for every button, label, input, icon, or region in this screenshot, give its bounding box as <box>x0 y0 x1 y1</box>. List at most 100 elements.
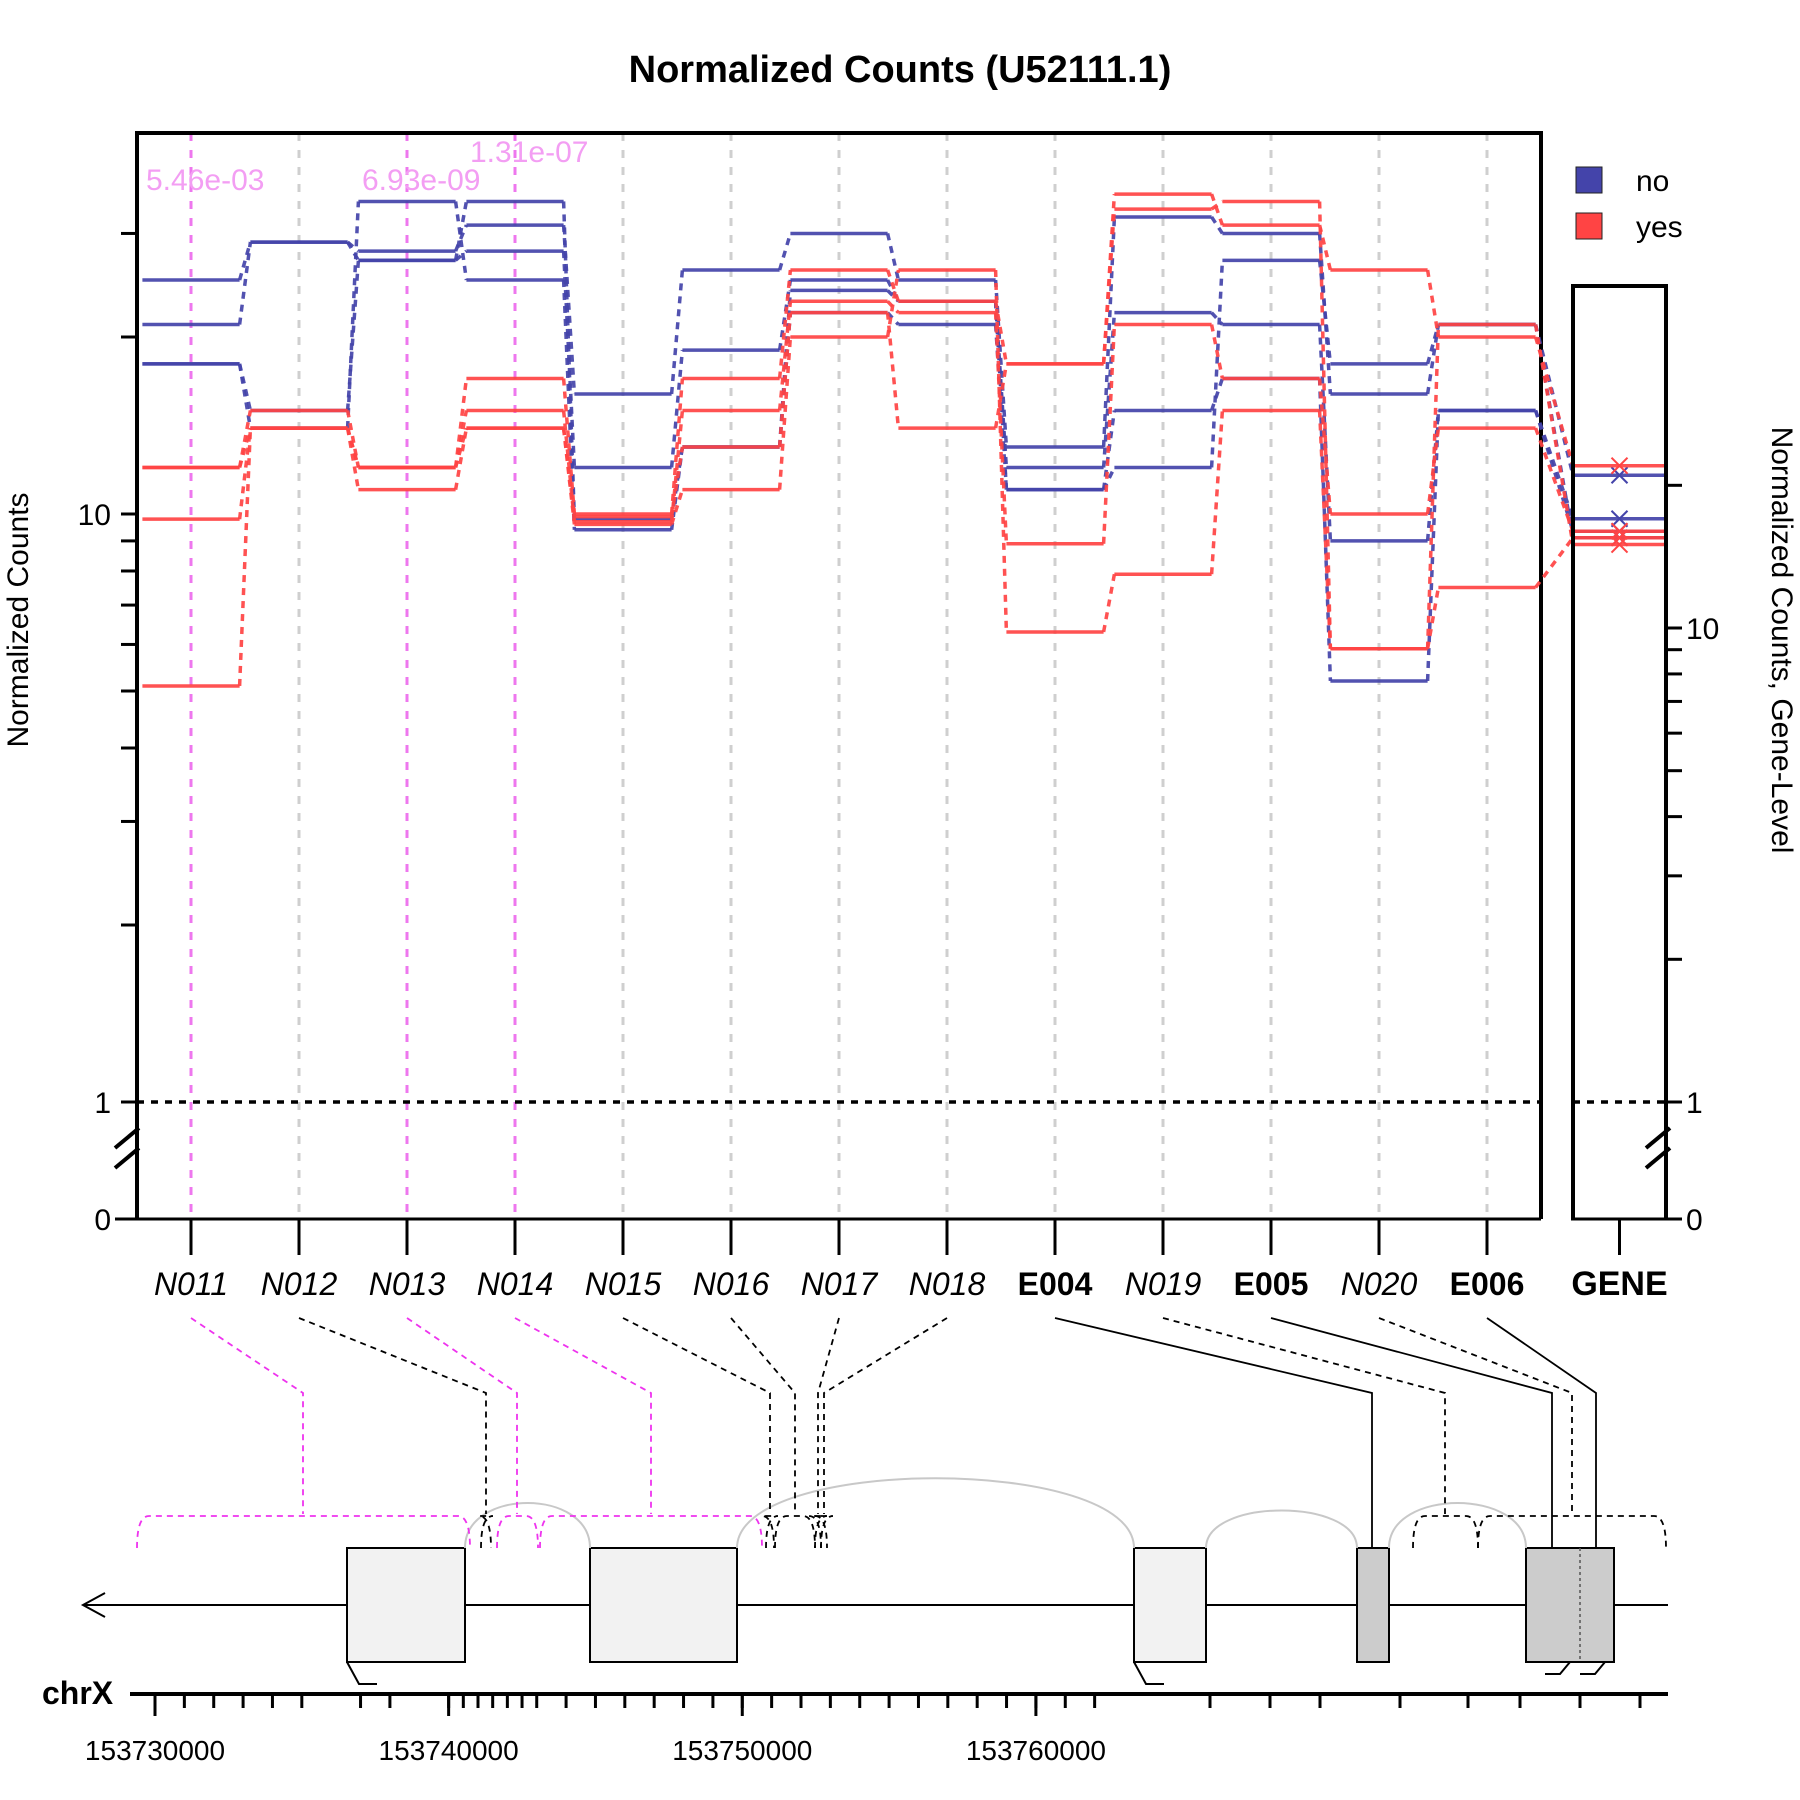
series-0-connector-0 <box>237 241 253 281</box>
x-tick-label-N012: N012 <box>261 1266 338 1302</box>
series-3-connector-9 <box>1209 260 1225 468</box>
tss-marker-3 <box>1580 1661 1606 1675</box>
series-6-connector-7 <box>993 269 1009 633</box>
series-4-connector-11 <box>1425 269 1441 338</box>
series-4-connector-0 <box>237 410 253 468</box>
y-tick-label-0: 0 <box>94 1204 111 1237</box>
series-4-connector-6 <box>885 269 901 302</box>
feature-bracket-N020 <box>1477 1515 1667 1549</box>
x-tick-label-E005: E005 <box>1234 1266 1309 1302</box>
series-7-connector-9 <box>1210 200 1224 211</box>
feature-bracket-N013 <box>496 1515 539 1549</box>
series-5-connector-8 <box>1101 324 1117 544</box>
gene-level-marker-4 <box>1610 456 1629 475</box>
gene-y-tick-label-1: 1 <box>1686 1087 1703 1120</box>
feature-connector-E005 <box>1270 1317 1553 1548</box>
tss-marker-0 <box>346 1661 377 1685</box>
feature-connector-E004 <box>1054 1317 1373 1548</box>
series-5-connector-11 <box>1425 427 1441 515</box>
series-0-connector-5 <box>777 232 793 271</box>
gene-connector-2 <box>1533 409 1575 532</box>
series-7-connector-4 <box>669 446 685 517</box>
series-6-connector-1 <box>345 427 361 490</box>
chart-title: Normalized Counts (U52111.1) <box>629 49 1172 91</box>
series-7-connector-10 <box>1317 201 1333 649</box>
series-5-connector-5 <box>777 301 793 411</box>
feature-bracket-N011 <box>136 1515 471 1549</box>
x-tick-label-N014: N014 <box>477 1266 554 1302</box>
series-0-connector-9 <box>1210 216 1224 235</box>
x-tick-label-N020: N020 <box>1341 1266 1418 1302</box>
y-tick-label-10: 10 <box>78 499 111 532</box>
x-tick-label-N016: N016 <box>693 1266 770 1302</box>
gene-connector-4 <box>1533 336 1575 467</box>
x-tick-label-N013: N013 <box>369 1266 446 1302</box>
tss-marker-2 <box>1545 1661 1571 1675</box>
y-tick-label-1: 1 <box>94 1087 111 1120</box>
series-6-connector-0 <box>237 428 253 687</box>
genome-tick-label-0: 153730000 <box>85 1735 225 1766</box>
y-axis-break-mark <box>113 1126 141 1150</box>
series-6-connector-8 <box>1101 573 1117 633</box>
x-tick-label-E006: E006 <box>1450 1266 1525 1302</box>
gene-connector-5 <box>1533 427 1575 532</box>
gene-axis-break-mark <box>1644 1126 1672 1150</box>
feature-connector-N015 <box>622 1317 771 1514</box>
feature-connector-N020 <box>1378 1317 1573 1514</box>
series-4-connector-4 <box>669 378 685 515</box>
feature-connector-N012 <box>298 1317 487 1514</box>
exon-box-1 <box>589 1547 738 1663</box>
feature-connector-N014 <box>514 1317 652 1514</box>
series-7-connector-5 <box>777 312 793 448</box>
x-tick-label-N011: N011 <box>154 1266 228 1302</box>
legend-label-no: no <box>1636 165 1669 198</box>
exon-box-0 <box>346 1547 466 1663</box>
feature-bracket-N014 <box>539 1515 763 1549</box>
gene-panel-frame <box>1571 284 1668 1219</box>
pvalue-label-N013: 6.93e-09 <box>362 164 480 197</box>
series-3-connector-0 <box>237 363 253 411</box>
y-axis-break-mark <box>113 1146 141 1170</box>
series-5-connector-10 <box>1317 378 1333 515</box>
x-tick-label-N018: N018 <box>909 1266 986 1302</box>
x-tick-label-gene: GENE <box>1571 1265 1667 1303</box>
feature-connector-N013 <box>406 1317 518 1514</box>
feature-bracket-N015 <box>761 1515 779 1549</box>
legend: no yes <box>1575 165 1683 244</box>
series-3-connector-3 <box>561 201 577 520</box>
series-2-connector-11 <box>1425 410 1441 682</box>
gene-model: 153730000 153740000 153750000 153760000 <box>80 1317 1668 1766</box>
series-4-connector-9 <box>1209 193 1225 226</box>
feature-bracket-N012 <box>478 1515 494 1549</box>
pvalue-label-N014: 1.31e-07 <box>470 136 588 169</box>
x-tick-label-N019: N019 <box>1125 1266 1202 1302</box>
junction-arc-1 <box>736 1477 1135 1549</box>
genome-tick-label-2: 153750000 <box>672 1735 812 1766</box>
series-5-connector-2 <box>453 410 469 468</box>
series-4-connector-5 <box>777 269 793 379</box>
y-axis-title-right: Normalized Counts, Gene-Level <box>1765 427 1798 854</box>
series-5-connector-0 <box>237 427 253 520</box>
gene-connector-6 <box>1534 536 1575 589</box>
series-7-connector-7 <box>993 363 1009 429</box>
exon-box-3 <box>1356 1547 1390 1663</box>
chromosome-label: chrX <box>42 1675 114 1711</box>
legend-label-yes: yes <box>1636 211 1683 244</box>
series-4-connector-3 <box>561 378 577 515</box>
tss-marker-1 <box>1133 1661 1164 1685</box>
feature-connector-N016 <box>730 1317 796 1514</box>
junction-arc-0 <box>464 1502 591 1549</box>
series-7-connector-1 <box>345 427 361 468</box>
gene-level-marker-1 <box>1610 510 1629 528</box>
series-7-connector-3 <box>561 427 577 517</box>
feature-connector-N019 <box>1162 1317 1446 1514</box>
series-6-connector-11 <box>1425 587 1441 650</box>
feature-bracket-N018 <box>814 1515 834 1549</box>
series-6-connector-6 <box>885 269 901 338</box>
feature-bracket-N016 <box>774 1515 816 1549</box>
plot-frame <box>135 131 1543 1219</box>
series-6-connector-4 <box>669 489 685 525</box>
exon-box-2 <box>1133 1547 1207 1663</box>
series-1-connector-0 <box>237 241 253 325</box>
